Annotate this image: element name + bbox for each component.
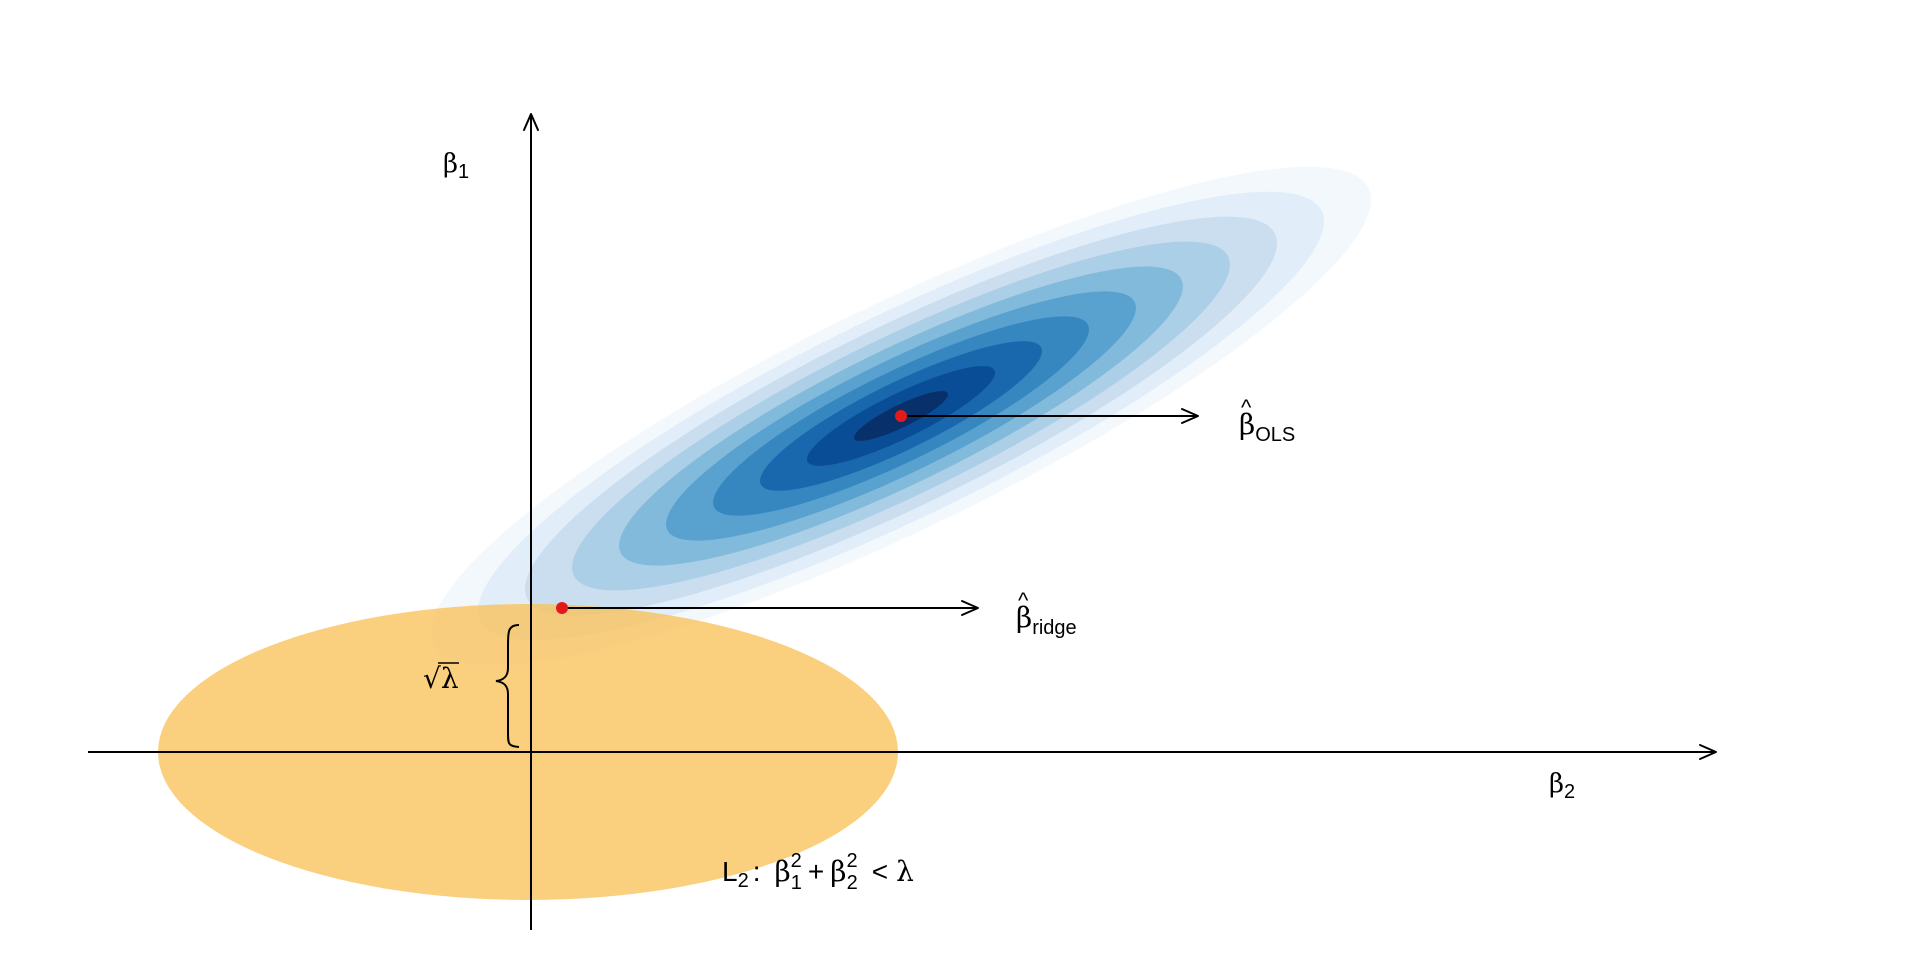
brace-icon [495, 624, 520, 748]
axis-label-beta1: β1 [443, 149, 469, 183]
ridge-hat-mark: ^ [1018, 588, 1029, 613]
ols-estimate-point [895, 410, 907, 422]
ols-label: βOLS [1239, 408, 1295, 446]
ols-hat-mark: ^ [1241, 395, 1252, 420]
axis-label-beta2: β2 [1549, 769, 1575, 803]
constraint-formula: L2: β2 1 + β2 2 < λ [722, 850, 914, 894]
ridge-estimate-point [556, 602, 568, 614]
sqrt-lambda-label: √λ [423, 662, 459, 695]
ridge-label: βridge [1016, 601, 1077, 639]
